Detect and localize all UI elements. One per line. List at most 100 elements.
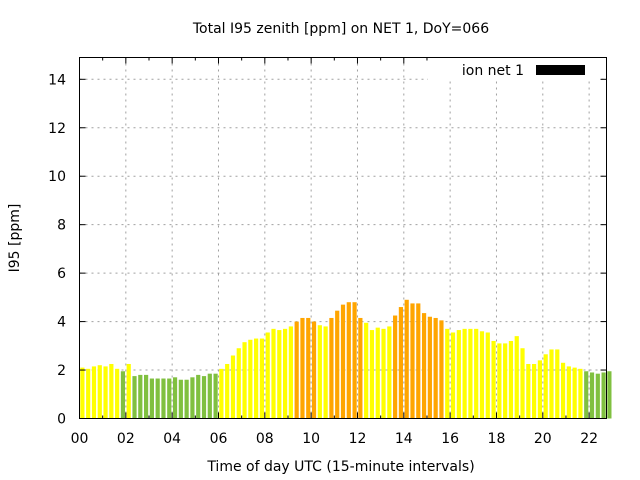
bar [404, 299, 409, 419]
x-tick-label: 20 [534, 431, 552, 447]
bar [196, 374, 201, 419]
bar [259, 338, 265, 419]
bar [149, 378, 154, 419]
bar [300, 317, 305, 419]
bar [549, 349, 554, 419]
bar [242, 342, 247, 419]
bar [503, 343, 508, 419]
bar [450, 332, 456, 419]
bar [294, 321, 299, 419]
legend-background [428, 58, 598, 81]
plot-frame [79, 57, 607, 419]
bar [132, 376, 137, 419]
x-tick-label: 14 [395, 431, 413, 447]
bar [120, 371, 126, 419]
bar [265, 332, 270, 419]
bars [80, 299, 612, 419]
bar [508, 340, 514, 419]
bar [219, 368, 224, 419]
bar [213, 373, 218, 419]
bar [566, 366, 571, 419]
bar [329, 317, 334, 419]
bar [537, 360, 542, 419]
bar [352, 302, 357, 419]
bar [445, 328, 450, 419]
x-tick-labels: 00 02 04 06 08 10 12 14 16 18 20 22 [71, 431, 598, 447]
bar [115, 368, 120, 419]
bar [589, 372, 595, 419]
bar [410, 303, 415, 419]
bar [543, 354, 548, 419]
y-tick-label: 4 [57, 315, 66, 331]
bar [497, 343, 502, 419]
bar [364, 322, 369, 419]
x-tick-label: 02 [117, 431, 135, 447]
bar [161, 378, 166, 419]
bar [201, 376, 207, 419]
bar [172, 377, 178, 419]
bar [526, 363, 531, 419]
legend-label: ion net 1 [462, 63, 524, 79]
bar [277, 330, 282, 419]
bar [207, 373, 212, 419]
bar [184, 379, 189, 419]
x-tick-label: 10 [302, 431, 320, 447]
bar [532, 363, 537, 419]
bar [311, 321, 317, 419]
bar [381, 328, 386, 419]
bar [601, 372, 606, 419]
bar [485, 332, 490, 419]
bar [230, 355, 236, 419]
bar [520, 348, 525, 419]
bar [335, 310, 340, 419]
bar [97, 365, 102, 419]
bar [369, 330, 375, 419]
chart-title: Total I95 zenith [ppm] on NET 1, DoY=066 [192, 21, 489, 37]
bar [555, 349, 560, 419]
bar [317, 325, 322, 419]
bar [126, 363, 131, 419]
bar [190, 377, 195, 419]
bar [491, 340, 496, 419]
bar [91, 366, 97, 419]
bar [86, 368, 91, 419]
bar [236, 348, 241, 419]
bar [416, 303, 421, 419]
bar [167, 378, 172, 419]
x-tick-label: 00 [71, 431, 89, 447]
bar [375, 327, 380, 419]
bar [225, 363, 230, 419]
bar [468, 328, 473, 419]
bar [282, 328, 288, 419]
bar [387, 326, 392, 419]
bar [433, 317, 438, 419]
bar [474, 328, 479, 419]
bar [248, 339, 253, 419]
bar [340, 304, 346, 419]
bar [595, 373, 600, 419]
bar [109, 363, 114, 419]
bar [358, 317, 363, 419]
y-tick-label: 0 [57, 412, 66, 428]
x-tick-label: 08 [256, 431, 274, 447]
bar [607, 371, 612, 419]
bar [346, 302, 351, 419]
bar [584, 371, 589, 419]
bar [421, 313, 427, 419]
bar [393, 315, 398, 419]
bar [323, 326, 328, 419]
bar [456, 330, 461, 419]
y-tick-label: 14 [48, 72, 66, 88]
bar [398, 307, 404, 419]
x-tick-label: 16 [441, 431, 459, 447]
y-tick-label: 12 [48, 121, 66, 137]
y-tick-label: 2 [57, 363, 66, 379]
bar [462, 328, 467, 419]
y-tick-label: 10 [48, 169, 66, 185]
y-tick-labels: 0 2 4 6 8 10 12 14 [48, 72, 66, 427]
bar [144, 374, 149, 419]
x-axis-label: Time of day UTC (15-minute intervals) [206, 459, 474, 475]
y-tick-label: 8 [57, 218, 66, 234]
x-tick-label: 12 [349, 431, 367, 447]
y-axis-label: I95 [ppm] [7, 204, 23, 273]
